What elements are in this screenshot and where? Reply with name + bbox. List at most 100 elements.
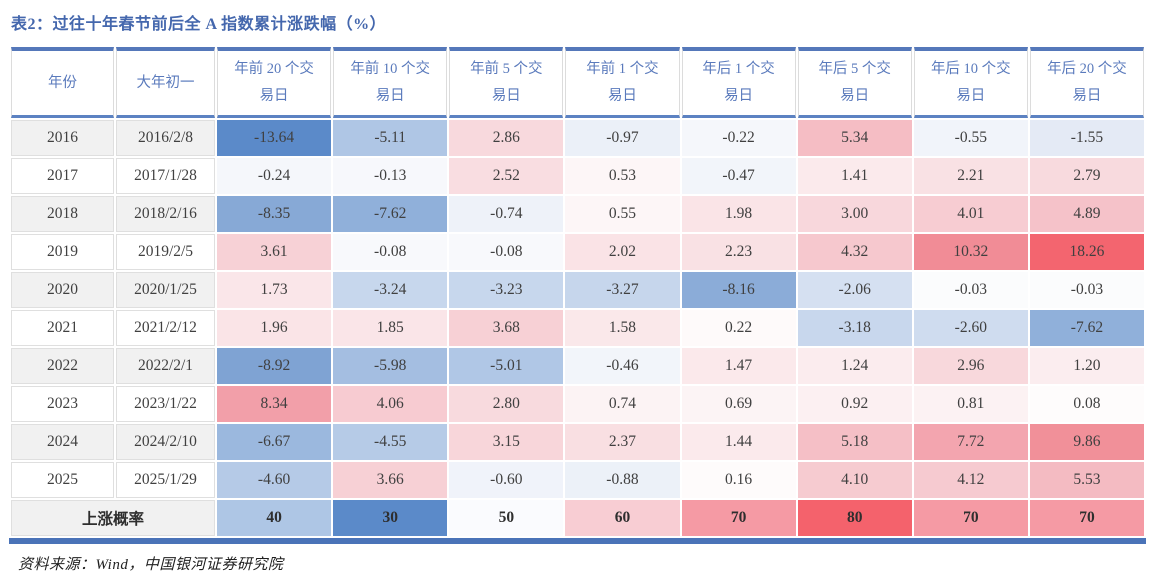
value-cell: 3.15 bbox=[449, 424, 564, 460]
date-cell: 2016/2/8 bbox=[116, 120, 215, 156]
value-cell: 4.06 bbox=[333, 386, 448, 422]
date-cell: 2019/2/5 bbox=[116, 234, 215, 270]
value-cell: 0.55 bbox=[565, 196, 680, 232]
date-cell: 2017/1/28 bbox=[116, 158, 215, 194]
value-cell: -2.60 bbox=[913, 310, 1028, 346]
date-cell: 2022/2/1 bbox=[116, 348, 215, 384]
table-row: 2025 2025/1/29 -4.60 3.66 -0.60 -0.88 0.16 4.10… bbox=[11, 462, 1144, 498]
value-cell: 1.41 bbox=[797, 158, 912, 194]
source-note: 资料来源：Wind，中国银河证券研究院 bbox=[18, 557, 284, 573]
value-cell: -5.11 bbox=[333, 120, 448, 156]
value-cell: 2.02 bbox=[565, 234, 680, 270]
value-cell: -3.27 bbox=[565, 272, 680, 308]
year-cell: 2025 bbox=[11, 462, 114, 498]
column-header: 年前 1 个交易日 bbox=[565, 47, 680, 118]
column-header: 年份 bbox=[11, 47, 114, 118]
table-row: 2023 2023/1/22 8.34 4.06 2.80 0.74 0.69 0.92 0.8… bbox=[11, 386, 1144, 422]
value-cell: 18.26 bbox=[1029, 234, 1144, 270]
value-cell: 0.22 bbox=[681, 310, 796, 346]
column-header: 年后 20 个交易日 bbox=[1029, 47, 1144, 118]
year-cell: 2019 bbox=[11, 234, 114, 270]
table-row: 2024 2024/2/10 -6.67 -4.55 3.15 2.37 1.44 5.18 7… bbox=[11, 424, 1144, 460]
value-cell: -4.55 bbox=[333, 424, 448, 460]
value-cell: -1.55 bbox=[1029, 120, 1144, 156]
value-cell: -13.64 bbox=[217, 120, 332, 156]
value-cell: 0.16 bbox=[681, 462, 796, 498]
value-cell: 5.18 bbox=[797, 424, 912, 460]
header-row: 年份 大年初一 年前 20 个交易日 年前 10 个交易日 年前 5 个交易日 年前 1 … bbox=[11, 47, 1144, 118]
value-cell: 1.58 bbox=[565, 310, 680, 346]
date-cell: 2020/1/25 bbox=[116, 272, 215, 308]
table-bottom-border bbox=[9, 538, 1146, 544]
date-cell: 2018/2/16 bbox=[116, 196, 215, 232]
value-cell: 0.53 bbox=[565, 158, 680, 194]
value-cell: 10.32 bbox=[913, 234, 1028, 270]
data-table: 年份 大年初一 年前 20 个交易日 年前 10 个交易日 年前 5 个交易日 年前 1 … bbox=[9, 45, 1146, 538]
value-cell: -0.55 bbox=[913, 120, 1028, 156]
value-cell: -7.62 bbox=[333, 196, 448, 232]
year-cell: 2016 bbox=[11, 120, 114, 156]
year-cell: 2018 bbox=[11, 196, 114, 232]
value-cell: 5.34 bbox=[797, 120, 912, 156]
value-cell: -0.46 bbox=[565, 348, 680, 384]
value-cell: -0.13 bbox=[333, 158, 448, 194]
date-cell: 2021/2/12 bbox=[116, 310, 215, 346]
column-header: 年前 5 个交易日 bbox=[449, 47, 564, 118]
value-cell: 1.98 bbox=[681, 196, 796, 232]
value-cell: 1.85 bbox=[333, 310, 448, 346]
value-cell: -0.08 bbox=[333, 234, 448, 270]
value-cell: 3.61 bbox=[217, 234, 332, 270]
value-cell: -8.35 bbox=[217, 196, 332, 232]
value-cell: -0.03 bbox=[913, 272, 1028, 308]
value-cell: 0.92 bbox=[797, 386, 912, 422]
probability-cell: 80 bbox=[797, 500, 912, 536]
value-cell: 1.44 bbox=[681, 424, 796, 460]
column-header: 年前 20 个交易日 bbox=[217, 47, 332, 118]
value-cell: -8.16 bbox=[681, 272, 796, 308]
value-cell: -0.97 bbox=[565, 120, 680, 156]
column-header: 年后 5 个交易日 bbox=[797, 47, 912, 118]
value-cell: 1.47 bbox=[681, 348, 796, 384]
table-row: 2019 2019/2/5 3.61 -0.08 -0.08 2.02 2.23 4.32 10… bbox=[11, 234, 1144, 270]
value-cell: 1.24 bbox=[797, 348, 912, 384]
value-cell: 2.21 bbox=[913, 158, 1028, 194]
value-cell: 2.86 bbox=[449, 120, 564, 156]
value-cell: 0.74 bbox=[565, 386, 680, 422]
summary-label: 上涨概率 bbox=[11, 500, 215, 536]
value-cell: 3.68 bbox=[449, 310, 564, 346]
probability-cell: 30 bbox=[333, 500, 448, 536]
year-cell: 2023 bbox=[11, 386, 114, 422]
value-cell: -0.08 bbox=[449, 234, 564, 270]
value-cell: 0.81 bbox=[913, 386, 1028, 422]
value-cell: 9.86 bbox=[1029, 424, 1144, 460]
value-cell: -6.67 bbox=[217, 424, 332, 460]
value-cell: -2.06 bbox=[797, 272, 912, 308]
date-cell: 2025/1/29 bbox=[116, 462, 215, 498]
value-cell: 2.23 bbox=[681, 234, 796, 270]
year-cell: 2024 bbox=[11, 424, 114, 460]
value-cell: 8.34 bbox=[217, 386, 332, 422]
value-cell: -3.18 bbox=[797, 310, 912, 346]
table-row: 2022 2022/2/1 -8.92 -5.98 -5.01 -0.46 1.47 1.24… bbox=[11, 348, 1144, 384]
value-cell: -5.01 bbox=[449, 348, 564, 384]
column-header: 年前 10 个交易日 bbox=[333, 47, 448, 118]
value-cell: -8.92 bbox=[217, 348, 332, 384]
table-row: 2018 2018/2/16 -8.35 -7.62 -0.74 0.55 1.98 3.00… bbox=[11, 196, 1144, 232]
value-cell: 3.66 bbox=[333, 462, 448, 498]
value-cell: 2.80 bbox=[449, 386, 564, 422]
value-cell: -0.22 bbox=[681, 120, 796, 156]
value-cell: 2.37 bbox=[565, 424, 680, 460]
probability-cell: 70 bbox=[681, 500, 796, 536]
summary-row: 上涨概率 40 30 50 60 70 80 70 70 bbox=[11, 500, 1144, 536]
value-cell: 2.52 bbox=[449, 158, 564, 194]
value-cell: 4.12 bbox=[913, 462, 1028, 498]
year-cell: 2021 bbox=[11, 310, 114, 346]
probability-cell: 70 bbox=[1029, 500, 1144, 536]
value-cell: 2.79 bbox=[1029, 158, 1144, 194]
value-cell: -5.98 bbox=[333, 348, 448, 384]
value-cell: 1.20 bbox=[1029, 348, 1144, 384]
value-cell: 1.96 bbox=[217, 310, 332, 346]
value-cell: -3.24 bbox=[333, 272, 448, 308]
probability-cell: 40 bbox=[217, 500, 332, 536]
